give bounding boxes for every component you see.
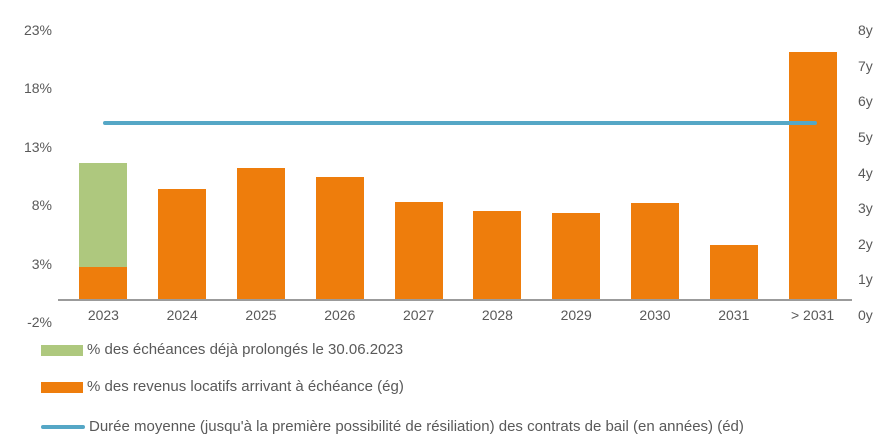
- left-axis-tick-label: 8%: [31, 197, 52, 214]
- left-axis-tick-label: 18%: [23, 80, 52, 97]
- legend-label: % des échéances déjà prolongés le 30.06.…: [87, 341, 404, 358]
- bar-segment-2026: [315, 177, 364, 299]
- right-axis-tick-label: 8y: [858, 22, 873, 38]
- x-axis-line: [58, 299, 852, 301]
- bar-segment-2030: [631, 202, 679, 299]
- x-axis-label: 2030: [639, 307, 671, 323]
- x-axis-label: 2028: [481, 307, 513, 323]
- x-axis-label: 2024: [166, 307, 198, 323]
- bar-segment-2028: [473, 211, 522, 299]
- right-axis-tick-label: 7y: [858, 57, 873, 74]
- orange-swatch-icon: [41, 381, 83, 393]
- right-axis-tick-label: 0y: [858, 307, 873, 323]
- green-swatch-icon: [41, 344, 83, 356]
- legend-label: Durée moyenne (jusqu'à la première possi…: [89, 418, 744, 435]
- bar-segment-2029: [552, 213, 601, 299]
- legend-label: % des revenus locatifs arrivant à échéan…: [87, 378, 404, 395]
- legend-item-average-duration: Durée moyenne (jusqu'à la première possi…: [41, 418, 744, 436]
- x-axis-label: > 2031: [790, 307, 835, 323]
- x-axis-label: 2023: [87, 307, 119, 323]
- x-axis-label: 2027: [403, 307, 435, 323]
- right-axis-tick-label: 2y: [858, 235, 873, 252]
- left-axis-tick-label: 13%: [23, 138, 52, 155]
- right-axis-tick-label: 6y: [858, 93, 873, 110]
- x-axis-label: 2026: [324, 307, 356, 323]
- x-axis-label: 2031: [718, 307, 750, 323]
- average-duration-line: [103, 120, 817, 125]
- left-axis-tick-label: -2%: [27, 313, 52, 330]
- bar-segment-2023: [79, 267, 128, 299]
- x-axis-label: 2025: [245, 307, 277, 323]
- bar-segment-2023: [79, 163, 128, 268]
- bar-segment->2031: [788, 52, 837, 299]
- right-axis-tick-label: 5y: [858, 128, 873, 145]
- bar-segment-2025: [237, 167, 285, 299]
- bar-segment-2024: [158, 188, 207, 299]
- bar-segment-2027: [394, 201, 443, 299]
- legend-item-expiring: % des revenus locatifs arrivant à échéan…: [41, 378, 404, 396]
- left-axis-tick-label: 23%: [23, 21, 52, 38]
- left-axis-tick-label: 3%: [31, 255, 52, 272]
- right-axis-tick-label: 3y: [858, 200, 873, 217]
- bar-segment-2031: [709, 244, 758, 299]
- x-axis-label: 2029: [560, 307, 592, 323]
- right-axis-tick-label: 1y: [858, 271, 873, 288]
- right-axis-tick-label: 4y: [858, 164, 873, 181]
- blue-line-swatch-icon: [41, 425, 85, 429]
- legend-item-prolonged: % des échéances déjà prolongés le 30.06.…: [41, 341, 403, 359]
